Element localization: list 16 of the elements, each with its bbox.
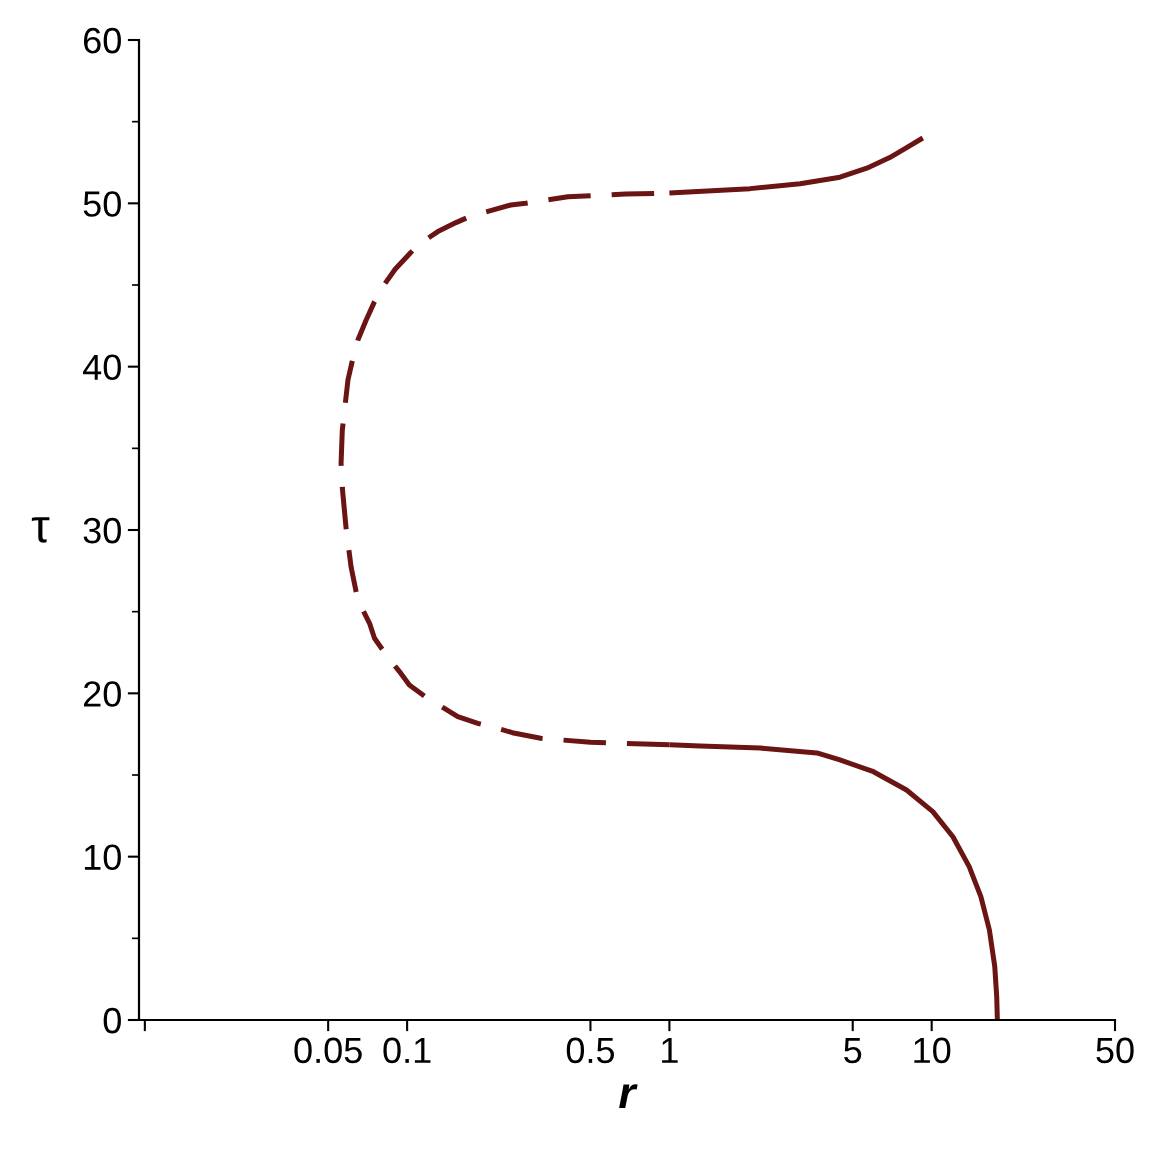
- x-tick-label: 0.1: [383, 1037, 431, 1064]
- y-tick-label: 60: [84, 27, 121, 54]
- y-tick-label: 10: [84, 844, 121, 871]
- x-tick-label: 0.05: [294, 1037, 362, 1064]
- x-tick-label: 10: [914, 1037, 951, 1064]
- y-axis-title: τ: [31, 517, 50, 543]
- y-tick-label: 40: [83, 354, 121, 381]
- x-tick-label: 0.5: [566, 1037, 615, 1064]
- x-tick-label: 5: [844, 1037, 862, 1064]
- y-tick-label: 20: [83, 681, 121, 707]
- x-tick-label: 50: [1096, 1037, 1134, 1064]
- y-tick-label: 50: [83, 191, 121, 217]
- x-axis-title: r: [619, 1084, 638, 1109]
- y-tick-label: 0: [103, 1007, 121, 1034]
- x-tick-label: 1: [662, 1037, 678, 1063]
- y-tick-label: 30: [83, 517, 121, 544]
